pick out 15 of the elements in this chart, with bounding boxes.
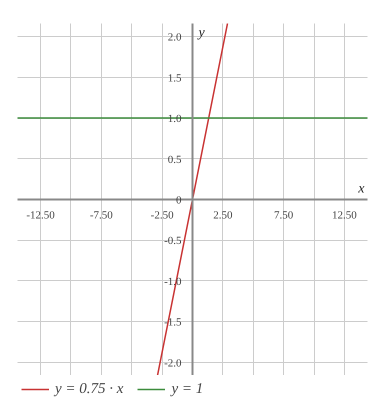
legend-label: y = 0.75 · x: [55, 380, 124, 398]
x-tick-label: 12.50: [332, 210, 358, 222]
y-tick-label: -2.0: [164, 357, 182, 370]
x-tick-label: 7.50: [274, 210, 294, 222]
y-tick-label: 0.5: [168, 154, 182, 166]
x-tick-label: 2.50: [213, 210, 234, 222]
y-tick-label: 1.5: [168, 72, 182, 84]
x-axis-title: x: [357, 182, 366, 196]
y-tick-label: -0.5: [164, 235, 182, 248]
x-tick-label: -2.50: [150, 210, 174, 222]
y-tick-label: 2.0: [168, 32, 182, 44]
legend-label: y = 1: [171, 380, 204, 398]
y-axis-title: y: [196, 26, 206, 40]
x-tick-label: -12.50: [26, 210, 56, 222]
x-tick-label: -7.50: [90, 210, 114, 222]
